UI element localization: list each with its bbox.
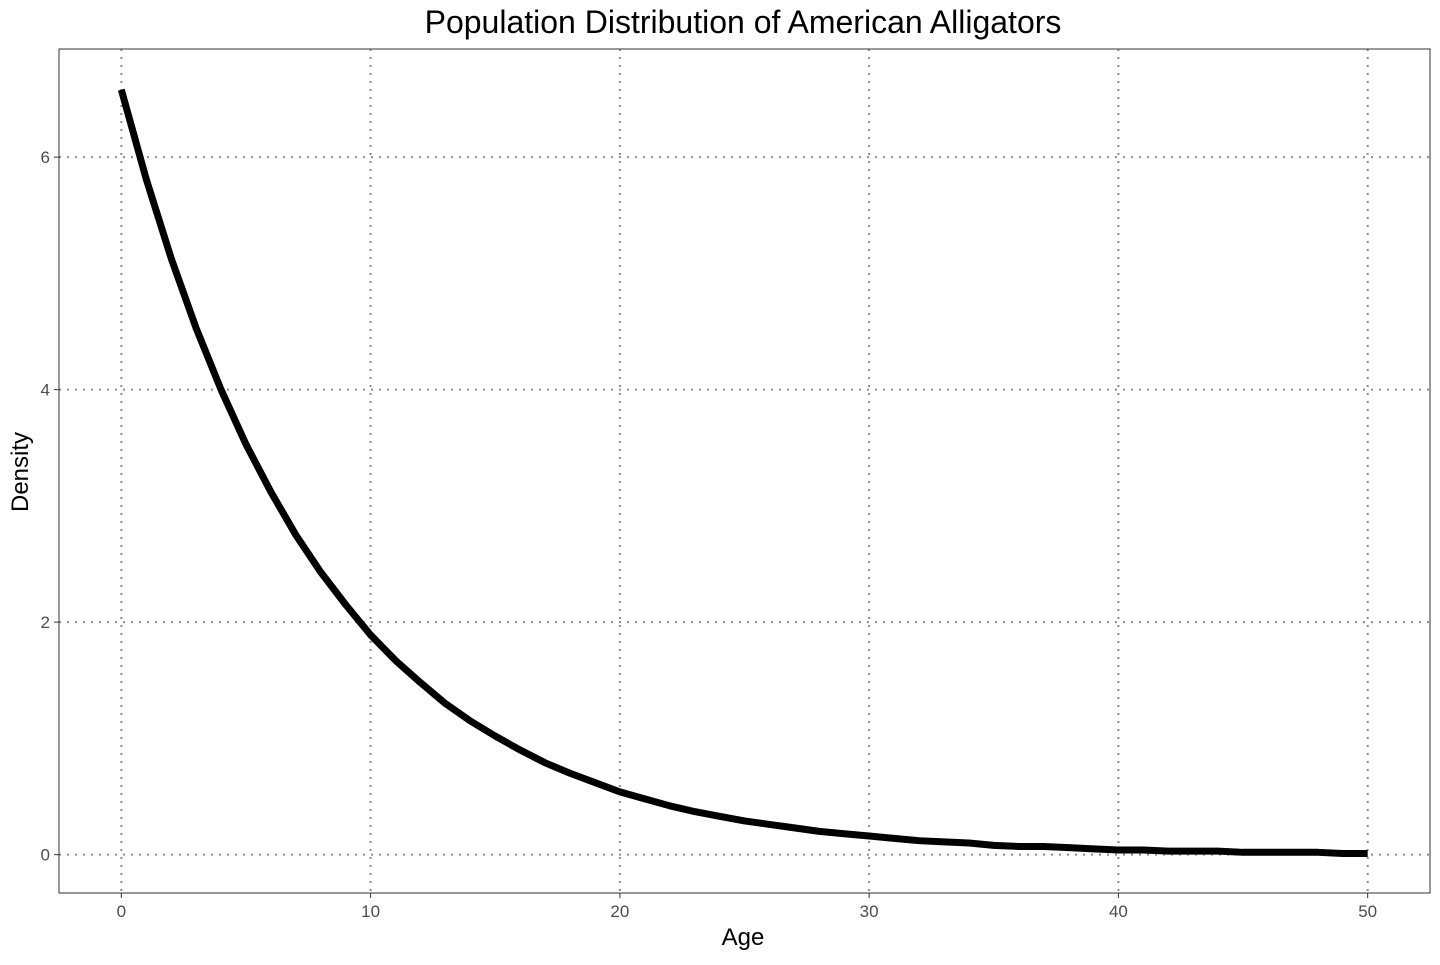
chart-title: Population Distribution of American Alli… [425, 4, 1062, 40]
y-tick-label: 0 [41, 846, 50, 865]
density-line [117, 88, 1368, 857]
x-tick-label: 40 [1109, 902, 1128, 921]
grid [59, 49, 1430, 893]
series-layer [117, 88, 1368, 857]
x-axis-label: Age [722, 924, 765, 951]
axis-ticks: 0 10 20 30 40 50 0 2 4 6 [41, 148, 1378, 921]
x-tick-label: 50 [1358, 902, 1377, 921]
x-tick-label: 0 [117, 902, 126, 921]
plot-panel-border [58, 48, 1431, 894]
y-tick-label: 2 [41, 613, 50, 632]
y-tick-label: 6 [41, 148, 50, 167]
y-tick-label: 4 [41, 381, 50, 400]
x-tick-label: 20 [610, 902, 629, 921]
x-tick-label: 30 [860, 902, 879, 921]
x-tick-label: 10 [361, 902, 380, 921]
y-axis-label: Density [7, 432, 34, 512]
